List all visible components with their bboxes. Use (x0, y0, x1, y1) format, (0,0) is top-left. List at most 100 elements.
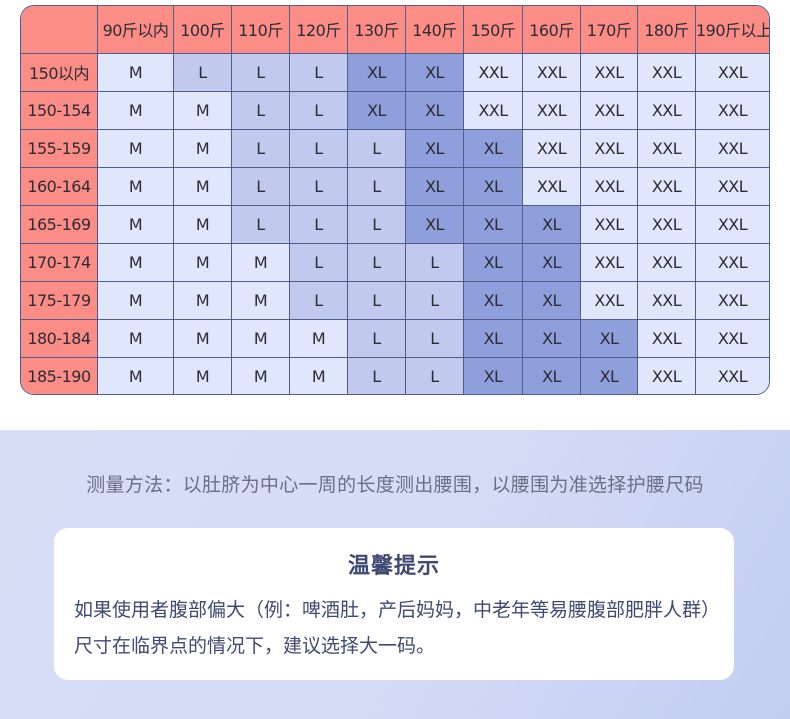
size-cell: XL (405, 204, 464, 244)
size-cell: XL (405, 52, 464, 92)
row-height-label: 175-179 (21, 280, 98, 320)
column-header: 130斤 (347, 6, 406, 53)
size-cell: XXL (463, 90, 523, 130)
size-cell: XXL (522, 128, 581, 168)
size-chart-table: 90斤以内 100斤 110斤 120斤 130斤 140斤 150斤 160斤… (20, 5, 770, 395)
table-row: 160-164 M M L L L XL XL XXL XXL XXL XXL (21, 166, 769, 206)
corner-cell (21, 6, 98, 53)
table-body: 150以内 M L L L XL XL XXL XXL XXL XXL XXL 150-154 M M L L X… (21, 52, 769, 394)
size-cell: XL (405, 166, 464, 206)
size-cell: M (289, 356, 348, 394)
size-cell: XXL (637, 204, 696, 244)
size-cell: XXL (580, 242, 638, 282)
size-cell: M (97, 204, 174, 244)
size-cell: XXL (522, 52, 581, 92)
size-cell: XXL (695, 318, 769, 358)
size-cell: XL (463, 128, 523, 168)
size-cell: XL (463, 242, 523, 282)
size-cell: M (97, 128, 174, 168)
column-header: 160斤 (522, 6, 581, 53)
size-cell: M (173, 356, 232, 394)
column-header: 150斤 (463, 6, 523, 53)
size-cell: XXL (695, 52, 769, 92)
size-cell: M (173, 90, 232, 130)
size-cell: XXL (463, 52, 523, 92)
size-cell: XL (463, 280, 523, 320)
table-row: 175-179 M M M L L L XL XL XXL XXL XXL (21, 280, 769, 320)
size-cell: XXL (522, 90, 581, 130)
table-row: 165-169 M M L L L XL XL XL XXL XXL XXL (21, 204, 769, 244)
column-header: 170斤 (580, 6, 638, 53)
size-cell: XL (463, 166, 523, 206)
size-cell: XXL (637, 52, 696, 92)
size-cell: XXL (580, 166, 638, 206)
size-cell: M (97, 318, 174, 358)
size-cell: XXL (637, 280, 696, 320)
size-cell: XXL (580, 52, 638, 92)
size-cell: L (289, 204, 348, 244)
size-cell: L (173, 52, 232, 92)
size-cell: M (231, 280, 290, 320)
size-cell: M (173, 318, 232, 358)
size-cell: XXL (695, 90, 769, 130)
size-cell: L (289, 280, 348, 320)
size-cell: M (289, 318, 348, 358)
table-row: 170-174 M M M L L L XL XL XXL XXL XXL (21, 242, 769, 282)
size-cell: M (173, 280, 232, 320)
size-cell: XL (347, 90, 406, 130)
size-cell: XXL (637, 318, 696, 358)
column-header: 100斤 (173, 6, 232, 53)
size-cell: XXL (580, 90, 638, 130)
size-cell: M (231, 242, 290, 282)
column-header: 90斤以内 (97, 6, 174, 53)
size-cell: M (97, 52, 174, 92)
size-cell: XL (463, 356, 523, 394)
column-header: 140斤 (405, 6, 464, 53)
size-cell: XXL (580, 204, 638, 244)
size-cell: XXL (522, 166, 581, 206)
size-cell: M (97, 166, 174, 206)
size-cell: XXL (637, 356, 696, 394)
size-cell: XL (405, 128, 464, 168)
size-cell: L (289, 242, 348, 282)
size-cell: M (231, 318, 290, 358)
size-cell: XXL (695, 356, 769, 394)
size-cell: L (347, 166, 406, 206)
size-cell: XXL (695, 280, 769, 320)
size-cell: XL (522, 280, 581, 320)
size-cell: L (347, 242, 406, 282)
size-cell: L (289, 166, 348, 206)
row-height-label: 170-174 (21, 242, 98, 282)
column-header: 120斤 (289, 6, 348, 53)
size-cell: L (347, 356, 406, 394)
column-header: 190斤以上 (695, 6, 769, 53)
size-cell: M (173, 166, 232, 206)
size-cell: L (405, 318, 464, 358)
table-row: 180-184 M M M M L L XL XL XL XXL XXL (21, 318, 769, 358)
size-cell: L (347, 204, 406, 244)
size-cell: XL (522, 204, 581, 244)
size-cell: XXL (637, 90, 696, 130)
row-height-label: 185-190 (21, 356, 98, 394)
tip-title: 温馨提示 (347, 554, 440, 579)
size-cell: XL (463, 204, 523, 244)
table-row: 150-154 M M L L XL XL XXL XXL XXL XXL XXL (21, 90, 769, 130)
size-cell: L (405, 242, 464, 282)
tip-body: 如果使用者腹部偏大（例：啤酒肚，产后妈妈，中老年等易腰腹部肥胖人群）尺寸在临界点… (74, 599, 721, 657)
size-cell: L (231, 52, 290, 92)
row-height-label: 180-184 (21, 318, 98, 358)
tip-card: 温馨提示 如果使用者腹部偏大（例：啤酒肚，产后妈妈，中老年等易腰腹部肥胖人群）尺… (54, 528, 734, 680)
size-cell: M (173, 128, 232, 168)
size-cell: M (173, 204, 232, 244)
size-cell: L (347, 128, 406, 168)
size-cell: L (289, 128, 348, 168)
size-cell: M (97, 90, 174, 130)
size-cell: XL (522, 242, 581, 282)
size-cell: L (231, 204, 290, 244)
size-cell: XL (580, 356, 638, 394)
size-cell: M (97, 242, 174, 282)
size-cell: XXL (637, 128, 696, 168)
row-height-label: 150-154 (21, 90, 98, 130)
column-header: 180斤 (637, 6, 696, 53)
size-cell: XXL (637, 242, 696, 282)
